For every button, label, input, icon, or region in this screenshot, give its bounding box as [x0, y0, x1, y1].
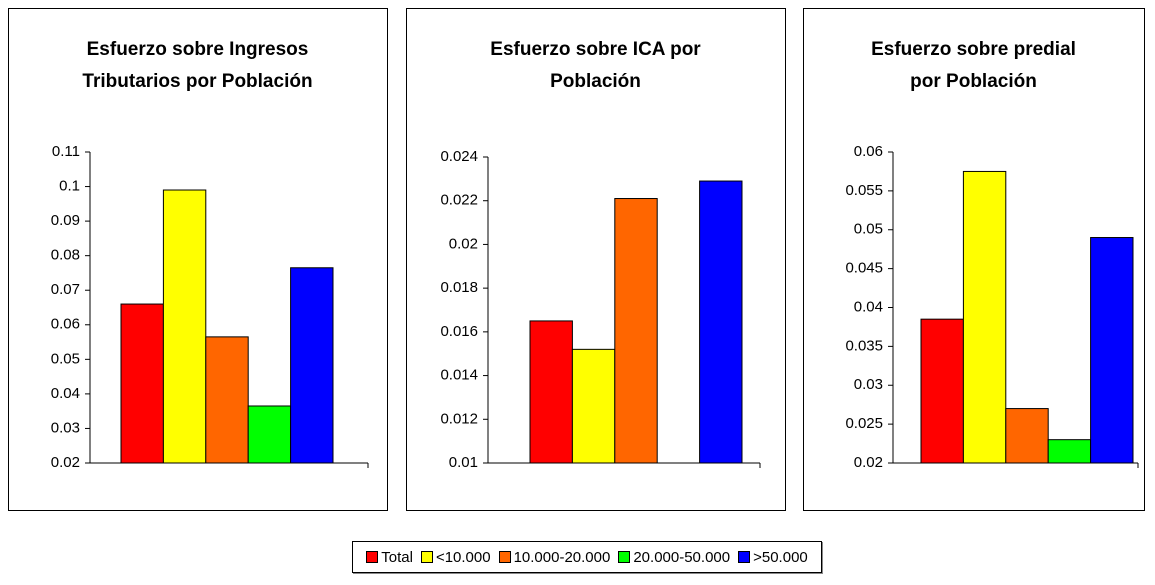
y-tick-label: 0.05	[51, 350, 80, 367]
y-tick-label: 0.03	[854, 376, 883, 393]
bar	[162, 189, 207, 464]
y-tick-label: 0.018	[440, 279, 478, 296]
y-tick-label: 0.024	[440, 148, 478, 165]
y-tick-label: 0.055	[845, 182, 883, 199]
legend-item: 10.000-20.000	[498, 548, 611, 566]
bar	[571, 348, 616, 464]
y-tick-label: 0.03	[51, 419, 80, 436]
chart-title: Esfuerzo sobre ICA por Población	[490, 39, 701, 92]
bar	[205, 336, 249, 464]
y-tick-label: 0.08	[51, 247, 80, 264]
bar	[699, 180, 743, 464]
legend: Total <10.000 10.000-20.000 20.000-50.000 >5…	[352, 541, 822, 573]
y-tick-label: 0.05	[854, 221, 883, 238]
legend-label: >50.000	[753, 548, 808, 566]
bar	[962, 170, 1007, 464]
legend-item: Total	[366, 549, 413, 566]
y-tick-label: 0.07	[51, 281, 80, 298]
y-tick-label: 0.02	[51, 454, 80, 471]
bar	[247, 405, 292, 464]
legend-item: >50.000	[738, 549, 808, 566]
panel	[8, 8, 388, 511]
bar	[1005, 408, 1049, 464]
panel	[406, 8, 786, 511]
legend-swatch	[498, 551, 511, 563]
y-tick-label: 0.09	[51, 212, 80, 229]
y-tick-label: 0.025	[845, 415, 883, 432]
chart-title: Esfuerzo sobre predial por Población	[871, 39, 1076, 92]
chart-title: Esfuerzo sobre Ingresos Tributarios por …	[82, 39, 313, 92]
bar	[614, 198, 658, 464]
y-tick-label: 0.04	[51, 385, 80, 402]
y-tick-label: 0.11	[52, 143, 80, 160]
legend-swatch	[738, 551, 751, 563]
y-tick-label: 0.016	[440, 323, 478, 340]
bar	[920, 318, 964, 464]
y-tick-label: 0.022	[440, 192, 478, 209]
legend-label: 10.000-20.000	[513, 548, 611, 566]
y-tick-label: 0.035	[845, 337, 883, 354]
legend-item: <10.000	[420, 548, 491, 566]
legend-swatch	[618, 551, 631, 563]
y-tick-label: 0.014	[440, 367, 478, 384]
panel	[803, 8, 1145, 511]
y-tick-label: 0.045	[845, 260, 883, 277]
y-tick-label: 0.02	[449, 235, 478, 252]
legend-swatch	[420, 551, 433, 563]
legend-swatch	[366, 551, 379, 563]
y-tick-label: 0.02	[854, 454, 883, 471]
y-tick-label: 0.01	[449, 454, 478, 471]
y-tick-label: 0.1	[59, 178, 80, 195]
bar	[120, 303, 164, 464]
bar	[529, 320, 573, 464]
legend-item: 20.000-50.000	[618, 549, 730, 566]
y-tick-label: 0.04	[854, 298, 883, 315]
bar	[1090, 237, 1134, 464]
y-tick-label: 0.06	[854, 143, 883, 160]
legend-label: 20.000-50.000	[633, 548, 731, 566]
bar	[290, 267, 334, 464]
legend-label: Total	[381, 548, 413, 566]
bar	[1047, 439, 1092, 464]
y-tick-label: 0.012	[440, 410, 478, 427]
legend-label: <10.000	[435, 548, 491, 566]
y-tick-label: 0.06	[51, 316, 80, 333]
